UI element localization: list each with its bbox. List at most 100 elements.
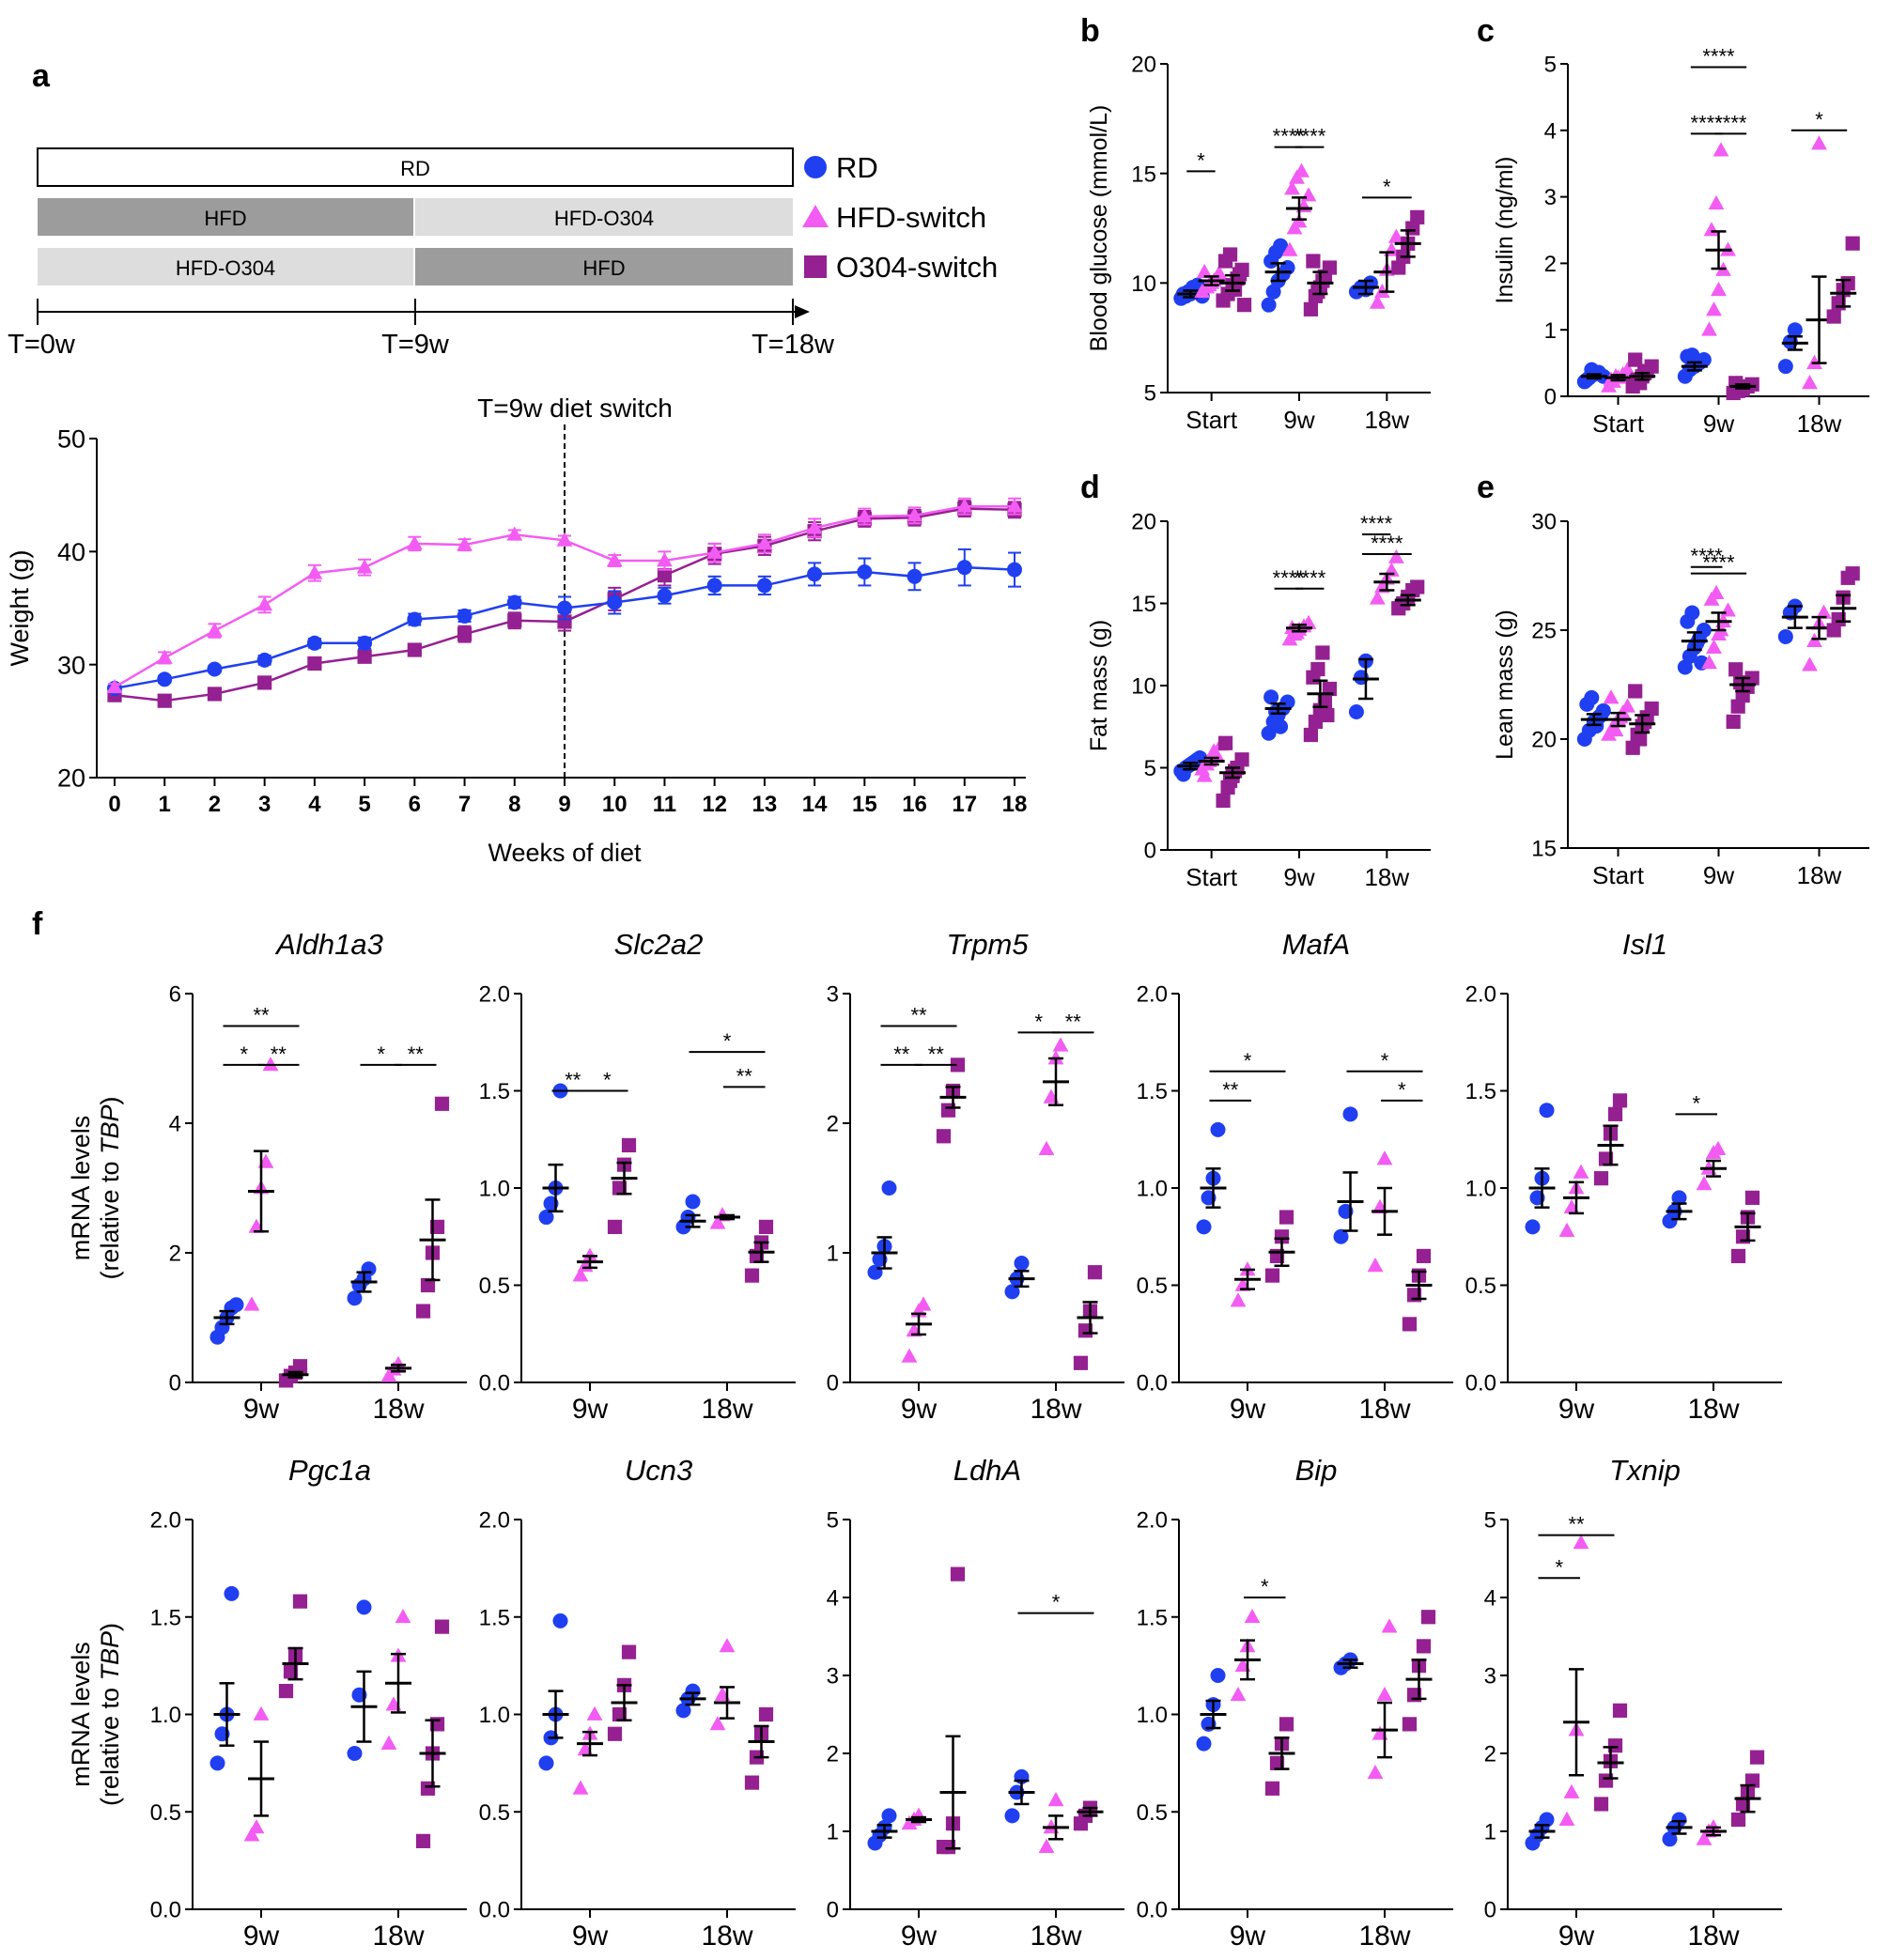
hfd-bar-second-label: HFD [582,256,625,280]
data-point-hfd-switch [1706,639,1722,654]
data-point-hfd-switch [1711,281,1727,297]
data-point-o304-switch [936,1129,952,1144]
x-tick-label: 18w [1030,1921,1081,1952]
data-point-hfd-switch [1706,301,1722,316]
data-point [207,661,223,677]
x-tick-label: 18w [701,1921,752,1952]
data-point [256,596,273,611]
data-point [756,578,772,594]
chart-title: Isl1 [1622,928,1667,961]
data-point-o304-switch [1279,1717,1294,1732]
legend-marker-rd [804,156,827,178]
data-point-o304-switch [1410,209,1425,224]
y-tick-label: 1 [1544,318,1557,344]
data-point [256,652,272,668]
significance-stars: **** [1714,111,1747,134]
data-point-o304-switch [621,1137,637,1153]
y-tick-label: 4 [827,1586,839,1612]
significance-stars: ** [928,1042,945,1066]
x-tick-label: 14 [802,792,828,817]
x-tick-label: 1 [159,792,171,817]
data-point-o304-switch [1628,684,1643,699]
chart-glucose: 5 10 15 20 Start 9w 18w Blood glucose (mmol/L) *… [1086,53,1431,434]
significance-stars: ** [408,1042,425,1066]
significance-stars: * [1383,175,1391,198]
data-point [157,693,172,708]
y-tick-label: 0.0 [150,1898,181,1923]
data-point [907,507,922,522]
hfd-o304-bar-first-label: HFD-O304 [176,256,275,280]
data-point-o304-switch [1402,1717,1418,1732]
y-tick-label: 2.0 [479,982,510,1008]
data-point-hfd-switch [1281,241,1298,256]
data-point-hfd-switch [1816,604,1832,619]
significance-stars: ** [253,1004,270,1027]
chart-title: Txnip [1609,1454,1681,1487]
data-point [856,508,873,523]
legend-label-o304-switch: O304-switch [836,251,998,284]
data-point-hfd-switch [1811,135,1827,150]
data-point-hfd-switch [248,1819,265,1834]
data-point [306,635,322,651]
chart-aldh1a3: 0 2 4 6 9w 18w Aldh1a3 mRNA levels(relative to … [67,928,467,1425]
x-tick-label: 18w [1358,1394,1410,1425]
data-point-o304-switch [278,1684,294,1699]
y-axis-label: Weight (g) [6,549,34,666]
data-point-hfd-switch [1696,1830,1713,1845]
data-point-hfd-switch [1284,180,1300,195]
data-point-hfd-switch [1381,1618,1398,1633]
data-point [756,535,773,550]
data-point-hfd-switch [380,1735,397,1751]
series-hfd-switch [106,497,1023,694]
data-point-o304-switch [1222,247,1238,262]
x-tick-label: 9w [1230,1921,1266,1952]
x-tick-label: 9w [1283,406,1314,434]
y-tick-label: 1.5 [1465,1079,1496,1104]
data-point-hfd-switch [1196,767,1213,782]
data-point-hfd-switch [1802,375,1818,390]
x-tick-label: 18w [1030,1394,1081,1425]
data-point-o304-switch [1612,1703,1628,1718]
y-tick-label: 25 [1531,619,1557,644]
chart-title: T=9w diet switch [477,394,673,423]
data-point-o304-switch [1644,701,1659,717]
data-point-rd [538,1755,554,1771]
x-tick-label: 7 [458,792,471,817]
data-point [657,552,673,567]
data-point-o304-switch [1264,1268,1280,1283]
diet-timeline: RD HFD HFD-O304 HFD-O304 HFD T=0w T=9w T… [8,147,835,360]
y-tick-label: 20 [57,764,85,793]
y-tick-label: 2.0 [1137,1508,1168,1534]
chart-pgc1a: 0.0 0.5 1.0 1.5 2.0 9w 18w Pgc1a mRNA levels(rel… [67,1454,467,1952]
data-point-rd [1273,718,1289,734]
panel-label-b: b [1080,13,1100,49]
data-point-hfd-switch [1708,194,1725,210]
y-tick-label: 0.0 [479,1371,510,1397]
significance-stars: * [1052,1591,1061,1614]
y-tick-label: 1 [827,1820,839,1845]
data-point-o304-switch [1306,254,1321,269]
y-tick-label: 0 [1144,839,1156,864]
data-point-rd [881,1808,897,1824]
data-point-rd [1004,1284,1020,1300]
data-point-hfd-switch [1573,1535,1589,1550]
y-axis-label: Blood glucose (mmol/L) [1086,105,1112,352]
y-tick-label: 2.0 [1465,982,1496,1008]
x-tick-label: Start [1592,861,1645,889]
data-point [1007,562,1022,578]
data-point [207,622,223,637]
hfd-o304-bar-second-label: HFD-O304 [554,207,654,230]
significance-stars: **** [1294,566,1326,590]
x-tick-label: 13 [752,792,778,817]
data-point [506,526,523,541]
data-point [607,594,623,610]
data-point-rd [1525,1219,1541,1235]
significance-stars: **** [1273,566,1306,590]
significance-stars: **** [1294,125,1326,148]
significance-stars: ** [1065,1010,1082,1033]
data-point-o304-switch [415,1304,431,1319]
data-point [807,566,823,582]
chart-title: Slc2a2 [614,928,704,961]
x-tick-label: 0 [108,792,120,817]
